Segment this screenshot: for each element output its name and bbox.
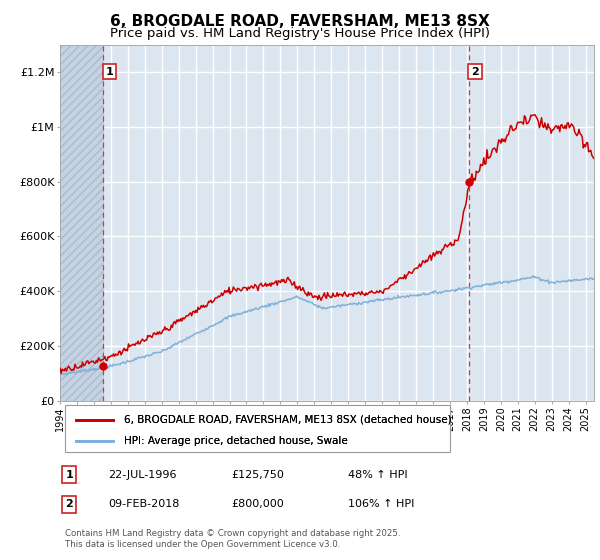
- Text: 106% ↑ HPI: 106% ↑ HPI: [349, 500, 415, 510]
- Text: Price paid vs. HM Land Registry's House Price Index (HPI): Price paid vs. HM Land Registry's House …: [110, 27, 490, 40]
- Text: £800,000: £800,000: [231, 500, 284, 510]
- Text: 2: 2: [65, 500, 73, 510]
- Bar: [60, 45, 103, 400]
- Text: 2: 2: [471, 67, 479, 77]
- Text: £125,750: £125,750: [231, 470, 284, 480]
- Text: 48% ↑ HPI: 48% ↑ HPI: [349, 470, 408, 480]
- Text: HPI: Average price, detached house, Swale: HPI: Average price, detached house, Swal…: [124, 436, 348, 446]
- Text: 6, BROGDALE ROAD, FAVERSHAM, ME13 8SX (detached house): 6, BROGDALE ROAD, FAVERSHAM, ME13 8SX (d…: [124, 415, 452, 425]
- Text: Contains HM Land Registry data © Crown copyright and database right 2025.
This d: Contains HM Land Registry data © Crown c…: [65, 529, 401, 549]
- Text: 6, BROGDALE ROAD, FAVERSHAM, ME13 8SX (detached house): 6, BROGDALE ROAD, FAVERSHAM, ME13 8SX (d…: [124, 415, 452, 425]
- Text: 09-FEB-2018: 09-FEB-2018: [108, 500, 179, 510]
- FancyBboxPatch shape: [65, 405, 450, 452]
- Text: 1: 1: [65, 470, 73, 480]
- Text: 22-JUL-1996: 22-JUL-1996: [108, 470, 176, 480]
- Text: 1: 1: [106, 67, 113, 77]
- Text: 6, BROGDALE ROAD, FAVERSHAM, ME13 8SX: 6, BROGDALE ROAD, FAVERSHAM, ME13 8SX: [110, 14, 490, 29]
- Text: HPI: Average price, detached house, Swale: HPI: Average price, detached house, Swal…: [124, 436, 348, 446]
